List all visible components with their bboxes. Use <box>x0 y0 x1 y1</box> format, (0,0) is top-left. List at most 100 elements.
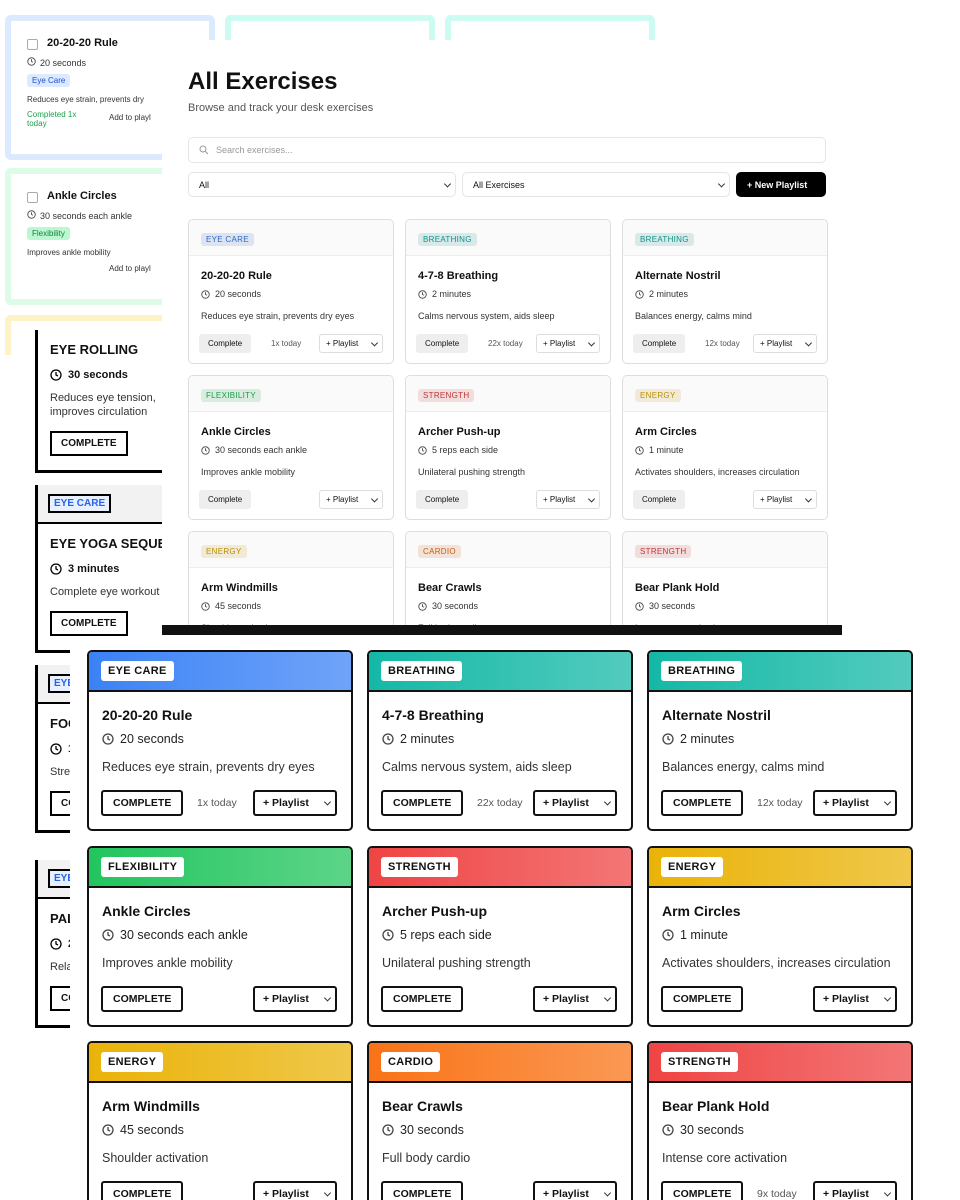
clock-icon <box>102 733 114 745</box>
chevron <box>323 1189 332 1197</box>
clock-icon <box>382 733 394 745</box>
playlist-dropdown[interactable]: + Playlist <box>319 334 383 353</box>
complete-button[interactable]: Complete <box>199 334 252 353</box>
card-title: Ankle Circles <box>102 902 191 919</box>
duration-text: 30 seconds <box>680 1123 744 1137</box>
complete-button[interactable]: Complete <box>416 334 469 353</box>
complete-button[interactable]: COMPLETE <box>101 790 184 816</box>
bold-panel: EYE CARE 20-20-20 Rule 20 seconds Reduces e… <box>70 640 930 1200</box>
add-to-playlist[interactable]: Add to playl <box>109 264 151 273</box>
complete-button[interactable]: COMPLETE <box>661 985 744 1012</box>
clock-icon <box>27 57 36 66</box>
card-header: STRENGTH <box>623 532 827 568</box>
playlist-dropdown[interactable]: + Playlist <box>533 985 617 1012</box>
card-tag: Flexibility <box>27 227 70 240</box>
checkbox[interactable] <box>27 39 38 50</box>
chevron <box>804 338 813 347</box>
duration-text: 30 seconds each ankle <box>120 927 248 942</box>
complete-button[interactable]: COMPLETE <box>661 1181 744 1200</box>
card-description: Improves ankle mobility <box>102 955 233 970</box>
list-select[interactable]: All Exercises <box>462 172 730 197</box>
exercise-card: ENERGY Arm Circles 1 minute Activates shoul… <box>647 845 913 1027</box>
playlist-dropdown[interactable]: + Playlist <box>753 334 817 353</box>
duration-text: 5 reps each side <box>400 927 492 942</box>
card-title: EYE YOGA SEQUE <box>50 536 167 551</box>
complete-button[interactable]: Complete <box>633 334 686 353</box>
search-placeholder: Search exercises... <box>216 145 293 155</box>
card-description: Reduces eye strain, prevents dry eyes <box>201 311 355 321</box>
complete-button[interactable]: COMPLETE <box>381 1181 464 1200</box>
card-title: Bear Plank Hold <box>662 1098 770 1114</box>
complete-button[interactable]: Complete <box>199 490 252 509</box>
card-description: Rela <box>50 961 73 973</box>
card-header: EYE CARE <box>89 652 351 692</box>
duration-text: 45 seconds <box>120 1123 184 1137</box>
card-title: Arm Circles <box>662 902 741 919</box>
clock-icon <box>662 733 674 745</box>
complete-button[interactable]: COMPLETE <box>101 1181 184 1200</box>
card-duration: 1 minute <box>662 928 728 942</box>
select-value: All Exercises <box>473 179 525 190</box>
complete-button[interactable]: COMPLETE <box>101 985 184 1012</box>
clock-icon <box>635 445 644 455</box>
card-duration: 2 minutes <box>418 289 471 299</box>
card-header: BREATHING <box>649 652 911 692</box>
card-duration: 5 reps each side <box>382 928 492 942</box>
card-description: Balances energy, calms mind <box>635 311 752 321</box>
card-header: ENERGY <box>89 1043 351 1083</box>
card-tag: STRENGTH <box>635 545 692 558</box>
category-select[interactable]: All <box>188 172 456 197</box>
playlist-dropdown[interactable]: + Playlist <box>533 790 617 816</box>
card-duration: 30 seconds <box>50 369 223 381</box>
checkbox[interactable] <box>27 192 38 203</box>
card-tag: ENERGY <box>101 1052 164 1072</box>
exercise-card: STRENGTH Archer Push-up 5 reps each side Un… <box>367 845 633 1027</box>
card-description: Reduces eye strain, prevents dry eyes <box>102 760 315 774</box>
card-tag: STRENGTH <box>418 389 475 402</box>
complete-button[interactable]: COMPLETE <box>50 431 128 456</box>
playlist-dropdown[interactable]: + Playlist <box>536 334 600 353</box>
completion-count: 22x today <box>477 797 523 809</box>
complete-button[interactable]: COMPLETE <box>381 790 464 816</box>
card-title: Bear Crawls <box>418 582 482 594</box>
playlist-dropdown[interactable]: + Playlist <box>813 1181 897 1200</box>
duration-text: 30 seconds <box>68 369 128 381</box>
card-description: Improves ankle mobility <box>201 467 296 477</box>
playlist-dropdown[interactable]: + Playlist <box>753 490 817 509</box>
card-tag: EYE CARE <box>201 233 254 246</box>
card-title: EYE ROLLING <box>50 342 139 357</box>
playlist-dropdown[interactable]: + Playlist <box>813 790 897 816</box>
new-playlist-button[interactable]: + New Playlist <box>736 172 826 197</box>
playlist-dropdown[interactable]: + Playlist <box>813 985 897 1012</box>
search-input[interactable]: Search exercises... <box>188 137 826 163</box>
card-description: Full body cardio <box>418 623 482 633</box>
card-description: Reduces eye tension, improves circulatio… <box>50 392 156 418</box>
card-title: Arm Windmills <box>201 582 278 594</box>
chevron <box>370 494 379 503</box>
duration-text: 2 minutes <box>432 289 472 299</box>
add-to-playlist[interactable]: Add to playl <box>109 113 151 122</box>
exercise-card: EYE CARE 20-20-20 Rule 20 seconds Reduces e… <box>87 650 353 831</box>
playlist-dropdown[interactable]: + Playlist <box>319 490 383 509</box>
card-description: Stre <box>50 766 71 778</box>
playlist-dropdown[interactable]: + Playlist <box>253 1181 337 1200</box>
exercise-card: FLEXIBILITY Ankle Circles 30 seconds each … <box>188 375 394 520</box>
page-subtitle: Browse and track your desk exercises <box>188 102 374 114</box>
duration-text: 1 minute <box>649 445 684 455</box>
playlist-dropdown[interactable]: + Playlist <box>253 790 337 816</box>
complete-button[interactable]: COMPLETE <box>381 985 464 1012</box>
card-duration: 30 seconds <box>635 601 695 611</box>
clock-icon <box>382 928 394 941</box>
complete-button[interactable]: Complete <box>633 490 686 509</box>
playlist-dropdown[interactable]: + Playlist <box>536 490 600 509</box>
complete-button[interactable]: COMPLETE <box>50 611 128 636</box>
card-duration: 5 reps each side <box>418 445 498 455</box>
exercises-panel: All Exercises Browse and track your desk… <box>162 40 842 635</box>
card-tag: ENERGY <box>661 856 724 877</box>
playlist-dropdown[interactable]: + Playlist <box>253 985 337 1012</box>
complete-button[interactable]: Complete <box>416 490 469 509</box>
complete-button[interactable]: COMPLETE <box>661 790 744 816</box>
clock-icon <box>418 289 427 299</box>
playlist-dropdown[interactable]: + Playlist <box>533 1181 617 1200</box>
